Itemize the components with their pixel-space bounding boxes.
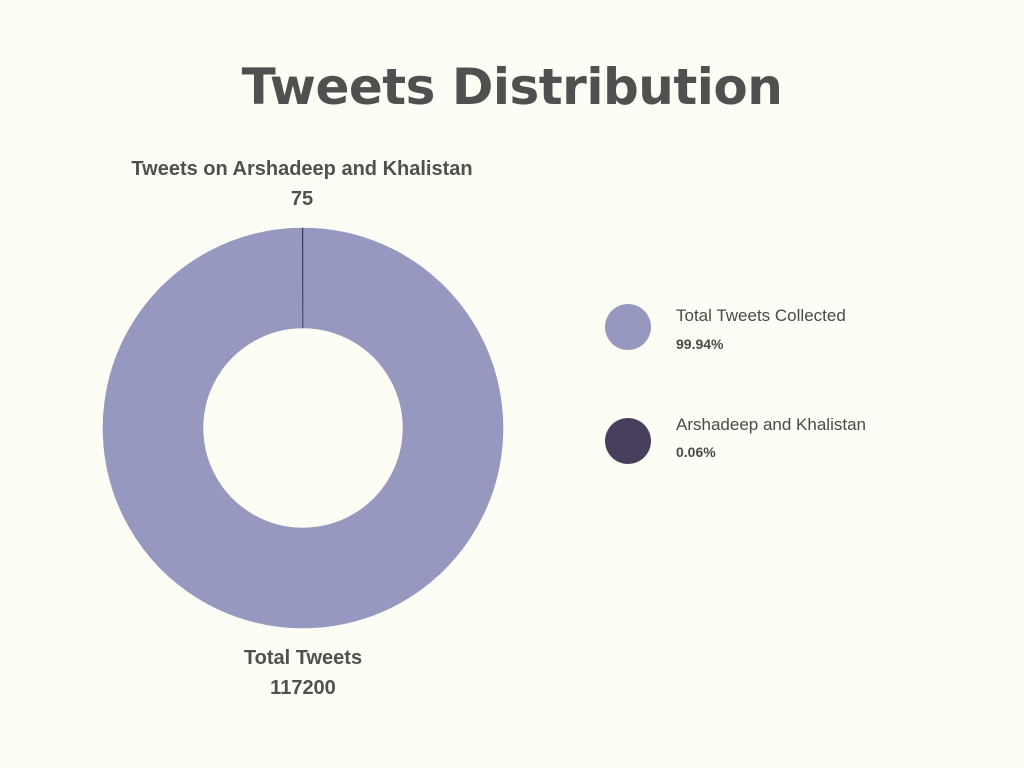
legend-label-total-tweets: Total Tweets Collected	[676, 306, 846, 325]
bottom-annotation-value: 117200	[270, 677, 336, 699]
top-annotation-label: Tweets on Arshadeep and Khalistan	[131, 158, 473, 180]
legend-percent-total-tweets: 99.94%	[676, 336, 724, 352]
legend-percent-arshadeep: 0.06%	[676, 444, 716, 460]
legend-label-arshadeep: Arshadeep and Khalistan	[676, 415, 866, 434]
donut-slice-total-tweets	[102, 227, 504, 629]
bottom-annotation-label: Total Tweets	[243, 647, 363, 669]
bottom-annotation: Total Tweets 117200	[53, 643, 553, 703]
donut-slice-arshadeep	[301, 227, 304, 329]
top-annotation-value: 75	[290, 188, 314, 210]
legend-swatch-total-tweets	[605, 304, 651, 350]
chart-title: Tweets Distribution	[241, 58, 783, 116]
top-annotation: Tweets on Arshadeep and Khalistan 75	[52, 154, 552, 214]
legend-swatch-arshadeep	[605, 418, 651, 464]
